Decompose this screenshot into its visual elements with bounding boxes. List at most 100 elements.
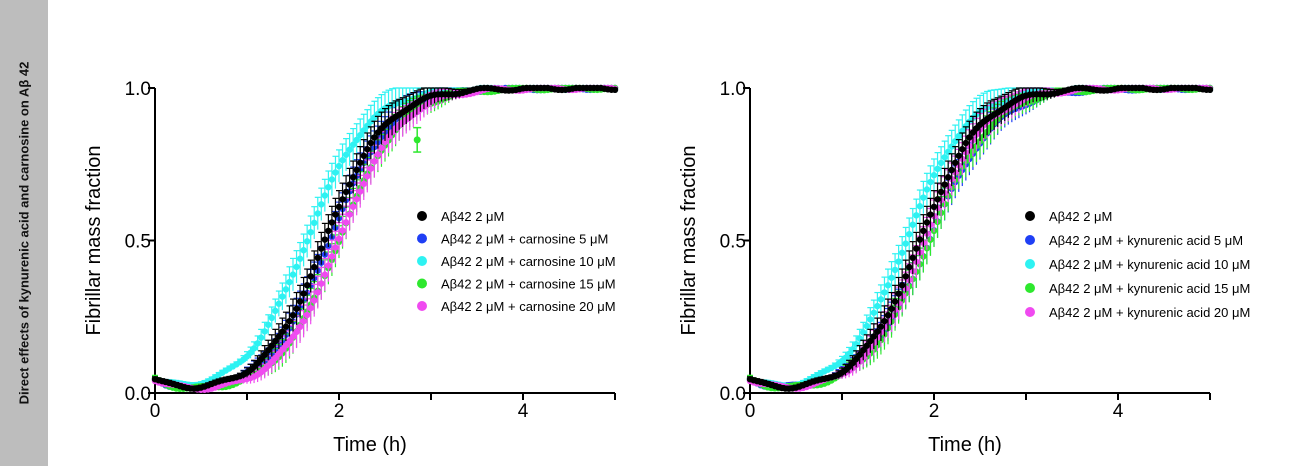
data-point [342, 219, 350, 226]
data-point [265, 347, 272, 354]
data-point [884, 282, 892, 289]
chart-panel-1: 0.0 0.5 1.0 0 2 4 Time (h) Fibrillar mass fract… [83, 79, 619, 456]
series-1 [151, 84, 619, 392]
data-point [930, 203, 938, 211]
data-point [254, 340, 261, 347]
data-point [374, 151, 382, 158]
annotation-point [413, 136, 421, 144]
data-point [611, 86, 619, 94]
y-tick-label: 1.0 [720, 79, 746, 100]
data-point [881, 289, 888, 296]
data-point [339, 157, 346, 164]
data-point [364, 145, 371, 153]
y-tick-label: 0.5 [720, 232, 746, 253]
legend-marker [417, 301, 427, 311]
data-point [332, 169, 339, 176]
data-point [272, 337, 279, 345]
data-point [948, 143, 955, 150]
data-point [279, 293, 286, 300]
data-point [321, 236, 329, 243]
data-point [318, 280, 325, 287]
data-point [325, 183, 332, 191]
data-point [279, 328, 286, 335]
data-point [874, 328, 881, 335]
data-point [920, 194, 927, 201]
legend-label: Aβ42 2 μM [441, 209, 504, 224]
data-point [293, 263, 300, 271]
data-point [913, 245, 920, 252]
data-point [378, 144, 385, 152]
x-tick-label: 0 [745, 401, 756, 422]
legend-label: Aβ42 2 μM + carnosine 20 μM [441, 299, 616, 314]
data-point [952, 138, 959, 145]
data-point [913, 212, 920, 219]
legend-marker [1025, 283, 1035, 293]
data-point [909, 254, 916, 262]
data-point [247, 349, 254, 356]
data-point [860, 347, 867, 354]
data-point [346, 146, 353, 153]
data-point [335, 235, 343, 242]
data-point [261, 351, 268, 358]
data-point [934, 165, 941, 173]
data-point [328, 253, 336, 260]
data-point [902, 240, 909, 247]
data-point [353, 195, 360, 203]
legend-label: Aβ42 2 μM + kynurenic acid 10 μM [1049, 257, 1250, 272]
data-point [962, 139, 970, 147]
data-point [881, 317, 888, 325]
data-point [360, 152, 367, 159]
data-point [307, 273, 314, 280]
x-tick-label: 2 [929, 401, 940, 422]
data-point [863, 322, 870, 330]
data-point [357, 131, 364, 139]
data-point [381, 138, 389, 146]
data-point [888, 305, 895, 312]
data-point [339, 196, 346, 203]
data-point [300, 247, 307, 254]
data-point [332, 244, 339, 251]
legend-label: Aβ42 2 μM + kynurenic acid 5 μM [1049, 233, 1243, 248]
data-point [360, 180, 367, 188]
data-point [296, 298, 304, 305]
legend-marker [1025, 211, 1035, 221]
data-point [286, 317, 293, 325]
data-point [852, 355, 860, 363]
data-point [314, 289, 321, 296]
data-point [296, 255, 304, 262]
data-point [272, 307, 279, 315]
data-point [300, 318, 307, 325]
legend-marker [1025, 235, 1035, 245]
data-point [349, 141, 357, 148]
data-point [300, 290, 307, 297]
data-point [934, 196, 941, 203]
data-point [920, 227, 927, 235]
data-point [969, 129, 977, 136]
data-point [268, 342, 275, 349]
x-axis-title: Time (h) [928, 434, 1002, 456]
data-point [898, 282, 906, 289]
data-point [367, 165, 375, 172]
data-point [321, 192, 329, 199]
data-point [1206, 86, 1214, 94]
data-point [923, 219, 931, 226]
series-1 [746, 84, 1214, 392]
data-point [289, 333, 297, 340]
data-point [314, 210, 321, 217]
data-point [286, 337, 293, 345]
data-point [371, 134, 378, 141]
data-point [941, 181, 948, 188]
y-tick-label: 0.5 [125, 232, 151, 253]
data-point [261, 328, 268, 335]
data-point [877, 323, 885, 330]
data-point [282, 286, 290, 293]
data-point [349, 203, 357, 210]
data-point [944, 174, 952, 181]
data-point [272, 354, 279, 362]
data-point [923, 186, 931, 193]
data-point [282, 342, 290, 349]
data-point [282, 323, 290, 330]
data-point [342, 151, 350, 158]
y-tick-label: 0.0 [125, 384, 151, 405]
